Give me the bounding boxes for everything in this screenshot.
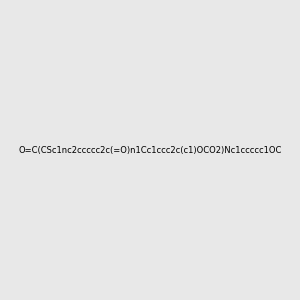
Text: O=C(CSc1nc2ccccc2c(=O)n1Cc1ccc2c(c1)OCO2)Nc1ccccc1OC: O=C(CSc1nc2ccccc2c(=O)n1Cc1ccc2c(c1)OCO2… xyxy=(18,146,282,154)
